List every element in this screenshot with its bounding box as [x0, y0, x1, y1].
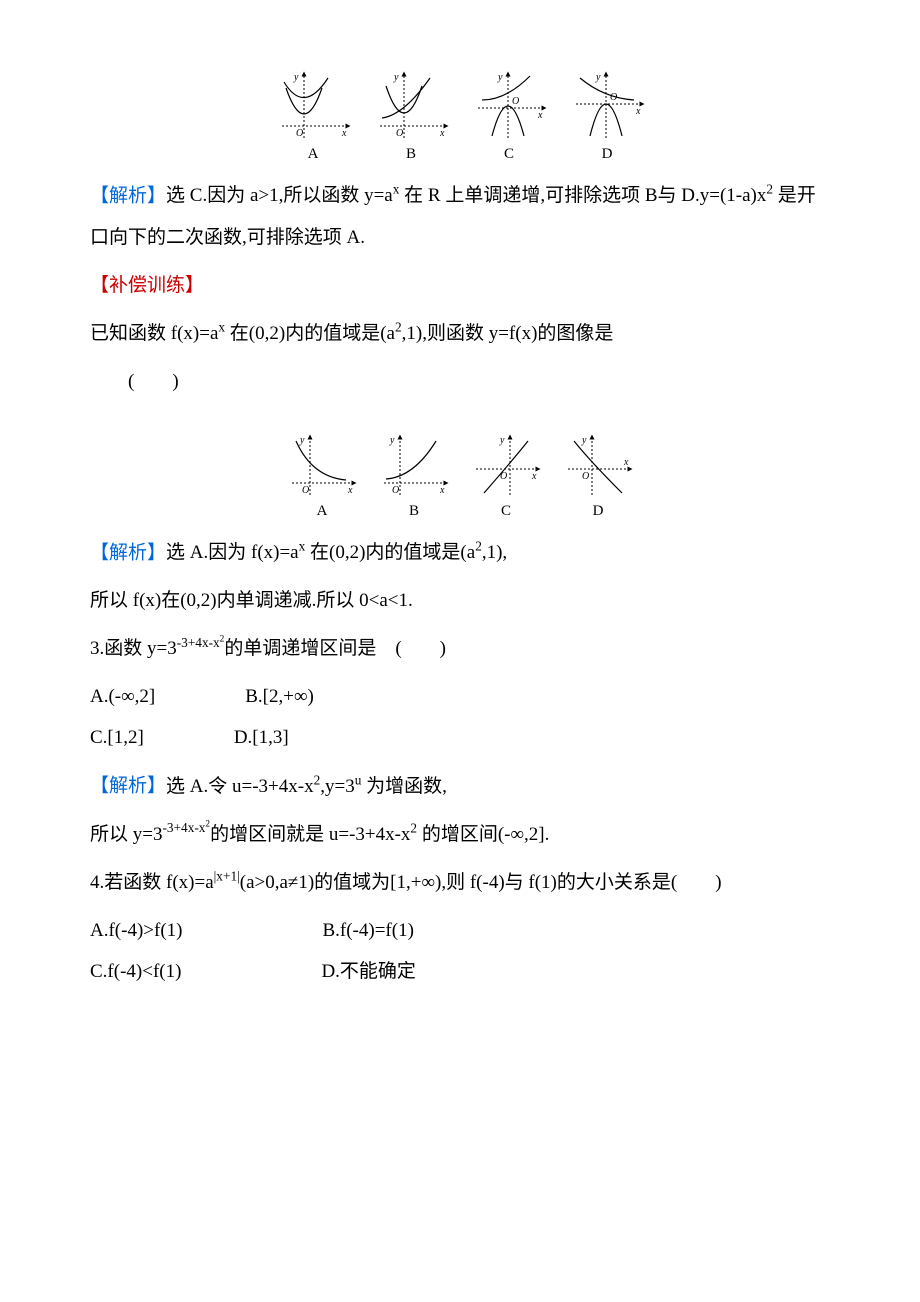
fig2B-label: B	[409, 503, 419, 520]
svg-text:x: x	[439, 128, 445, 139]
sol1-text: 选 C.因为 a>1,所以函数 y=ax 在 R 上单调递增,可排除选项 B与 …	[90, 185, 816, 248]
svg-text:O: O	[392, 485, 399, 496]
q3-D: D.[1,3]	[234, 717, 289, 759]
question-4: 4.若函数 f(x)=a|x+1|(a>0,a≠1)的值域为[1,+∞),则 f…	[90, 862, 830, 904]
q3-options: A.(-∞,2] B.[2,+∞) C.[1,2] D.[1,3]	[90, 676, 830, 760]
question-3: 3.函数 y=3-3+4x-x2的单调递增区间是 ( )	[90, 628, 830, 670]
svg-text:y: y	[393, 72, 399, 83]
plot-1B: x y O	[372, 70, 450, 142]
svg-text:x: x	[341, 128, 347, 139]
figure-1A: x y O A	[274, 70, 352, 163]
fig1D-label: D	[602, 146, 613, 163]
fig2D-label: D	[593, 503, 604, 520]
fig1C-label: C	[504, 146, 514, 163]
svg-text:y: y	[389, 435, 395, 446]
sol1-label: 【解析】	[90, 185, 166, 206]
svg-text:x: x	[531, 471, 537, 482]
svg-text:O: O	[302, 485, 309, 496]
q4-stem: 4.若函数 f(x)=a|x+1|(a>0,a≠1)的值域为[1,+∞),则 f…	[90, 872, 722, 893]
figure-1B: x y O B	[372, 70, 450, 163]
figure-2D: x y O D	[562, 433, 634, 520]
svg-text:O: O	[512, 96, 519, 107]
q-supp-text: 已知函数 f(x)=ax 在(0,2)内的值域是(a2,1),则函数 y=f(x…	[90, 323, 613, 344]
svg-text:x: x	[347, 485, 353, 496]
q4-options: A.f(-4)>f(1) B.f(-4)=f(1) C.f(-4)<f(1) D…	[90, 910, 830, 994]
question-supp: 已知函数 f(x)=ax 在(0,2)内的值域是(a2,1),则函数 y=f(x…	[90, 313, 830, 355]
solution-1: 【解析】选 C.因为 a>1,所以函数 y=ax 在 R 上单调递增,可排除选项…	[90, 175, 830, 259]
question-supp-paren: ( )	[90, 361, 830, 403]
figure-1D: x y O D	[568, 70, 646, 163]
sol-supp-t1: 选 A.因为 f(x)=ax 在(0,2)内的值域是(a2,1),	[166, 542, 507, 563]
figure-1C: x y O C	[470, 70, 548, 163]
sol3-t2: 所以 y=3-3+4x-x2的增区间就是 u=-3+4x-x2 的增区间(-∞,…	[90, 824, 549, 845]
fig1A-label: A	[308, 146, 319, 163]
figure-row-1: x y O A x y O B x y O C	[90, 70, 830, 163]
q4-C: C.f(-4)<f(1)	[90, 951, 181, 993]
figure-2C: x y O C	[470, 433, 542, 520]
q4-B: B.f(-4)=f(1)	[322, 910, 413, 952]
plot-1A: x y O	[274, 70, 352, 142]
solution-3-l2: 所以 y=3-3+4x-x2的增区间就是 u=-3+4x-x2 的增区间(-∞,…	[90, 813, 830, 855]
q3-A: A.(-∞,2]	[90, 676, 155, 718]
q4-A: A.f(-4)>f(1)	[90, 910, 182, 952]
plot-2D: x y O	[562, 433, 634, 499]
figure-row-2: x y O A x y O B x y O C	[90, 433, 830, 520]
svg-text:x: x	[635, 106, 641, 117]
svg-text:O: O	[296, 128, 303, 139]
fig1B-label: B	[406, 146, 416, 163]
q4-D: D.不能确定	[321, 951, 415, 993]
plot-1D: x y O	[568, 70, 646, 142]
supp-label-text: 【补偿训练】	[90, 275, 204, 296]
svg-text:y: y	[581, 435, 587, 446]
svg-text:O: O	[500, 471, 507, 482]
plot-2B: x y O	[378, 433, 450, 499]
solution-supp-l2: 所以 f(x)在(0,2)内单调递减.所以 0<a<1.	[90, 580, 830, 622]
sol3-t1: 选 A.令 u=-3+4x-x2,y=3u 为增函数,	[166, 776, 447, 797]
supplement-label: 【补偿训练】	[90, 265, 830, 307]
figure-2B: x y O B	[378, 433, 450, 520]
solution-supp-l1: 【解析】选 A.因为 f(x)=ax 在(0,2)内的值域是(a2,1),	[90, 532, 830, 574]
svg-text:x: x	[439, 485, 445, 496]
svg-text:O: O	[610, 92, 617, 103]
svg-text:y: y	[497, 72, 503, 83]
plot-1C: x y O	[470, 70, 548, 142]
plot-2A: x y O	[286, 433, 358, 499]
svg-text:x: x	[623, 457, 629, 468]
svg-text:y: y	[595, 72, 601, 83]
solution-3-l1: 【解析】选 A.令 u=-3+4x-x2,y=3u 为增函数,	[90, 765, 830, 807]
sol-supp-label: 【解析】	[90, 542, 166, 563]
fig2C-label: C	[501, 503, 511, 520]
svg-text:y: y	[299, 435, 305, 446]
svg-text:O: O	[396, 128, 403, 139]
svg-text:y: y	[293, 72, 299, 83]
q3-stem: 3.函数 y=3-3+4x-x2的单调递增区间是 ( )	[90, 638, 446, 659]
svg-text:O: O	[582, 471, 589, 482]
q3-C: C.[1,2]	[90, 717, 144, 759]
fig2A-label: A	[317, 503, 328, 520]
sol3-label: 【解析】	[90, 776, 166, 797]
svg-text:y: y	[499, 435, 505, 446]
figure-2A: x y O A	[286, 433, 358, 520]
svg-text:x: x	[537, 110, 543, 121]
q3-B: B.[2,+∞)	[245, 676, 314, 718]
plot-2C: x y O	[470, 433, 542, 499]
